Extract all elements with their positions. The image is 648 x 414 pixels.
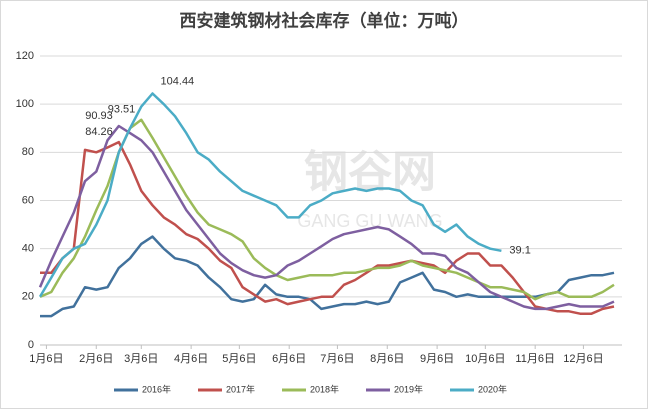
legend-label: 2017年 [226,383,255,394]
series-line [39,118,615,301]
legend-label: 2019年 [394,383,423,394]
x-tick-label: 3月6日 [124,353,158,365]
y-tick-label: 60 [22,194,34,206]
y-tick-label: 100 [16,98,34,110]
x-tick-label: 8月6日 [370,353,404,365]
data-label: 39.1 [509,245,530,257]
data-label: 90.93 [85,110,113,122]
legend-label: 2016年 [142,383,171,394]
series-line [38,92,502,298]
watermark: 钢谷网 [304,148,436,197]
y-tick-label: 120 [16,50,34,62]
x-tick-label: 12月6日 [563,353,603,365]
x-tick-label: 1月6日 [29,353,63,365]
y-tick-label: 20 [22,291,34,303]
y-tick-label: 0 [28,339,34,351]
chart-title: 西安建筑钢材社会库存（单位：万吨） [180,10,469,30]
legend-label: 2020年 [478,383,507,394]
series-line [40,235,615,318]
watermark: GANG GU WANG [297,211,442,231]
x-tick-label: 4月6日 [174,353,208,365]
x-tick-label: 7月6日 [320,353,354,365]
y-tick-label: 80 [22,146,34,158]
series-line [38,124,615,311]
x-tick-label: 10月6日 [465,353,505,365]
legend-label: 2018年 [310,383,339,394]
x-tick-label: 9月6日 [420,353,454,365]
y-tick-label: 40 [22,243,34,255]
series-line [40,140,615,315]
x-tick-label: 2月6日 [79,353,113,365]
x-tick-label: 5月6日 [222,353,256,365]
data-label: 93.51 [108,104,136,116]
data-label: 84.26 [85,126,113,138]
x-tick-label: 6月6日 [272,353,306,365]
x-tick-label: 11月6日 [515,353,555,365]
data-label: 104.44 [161,75,195,87]
